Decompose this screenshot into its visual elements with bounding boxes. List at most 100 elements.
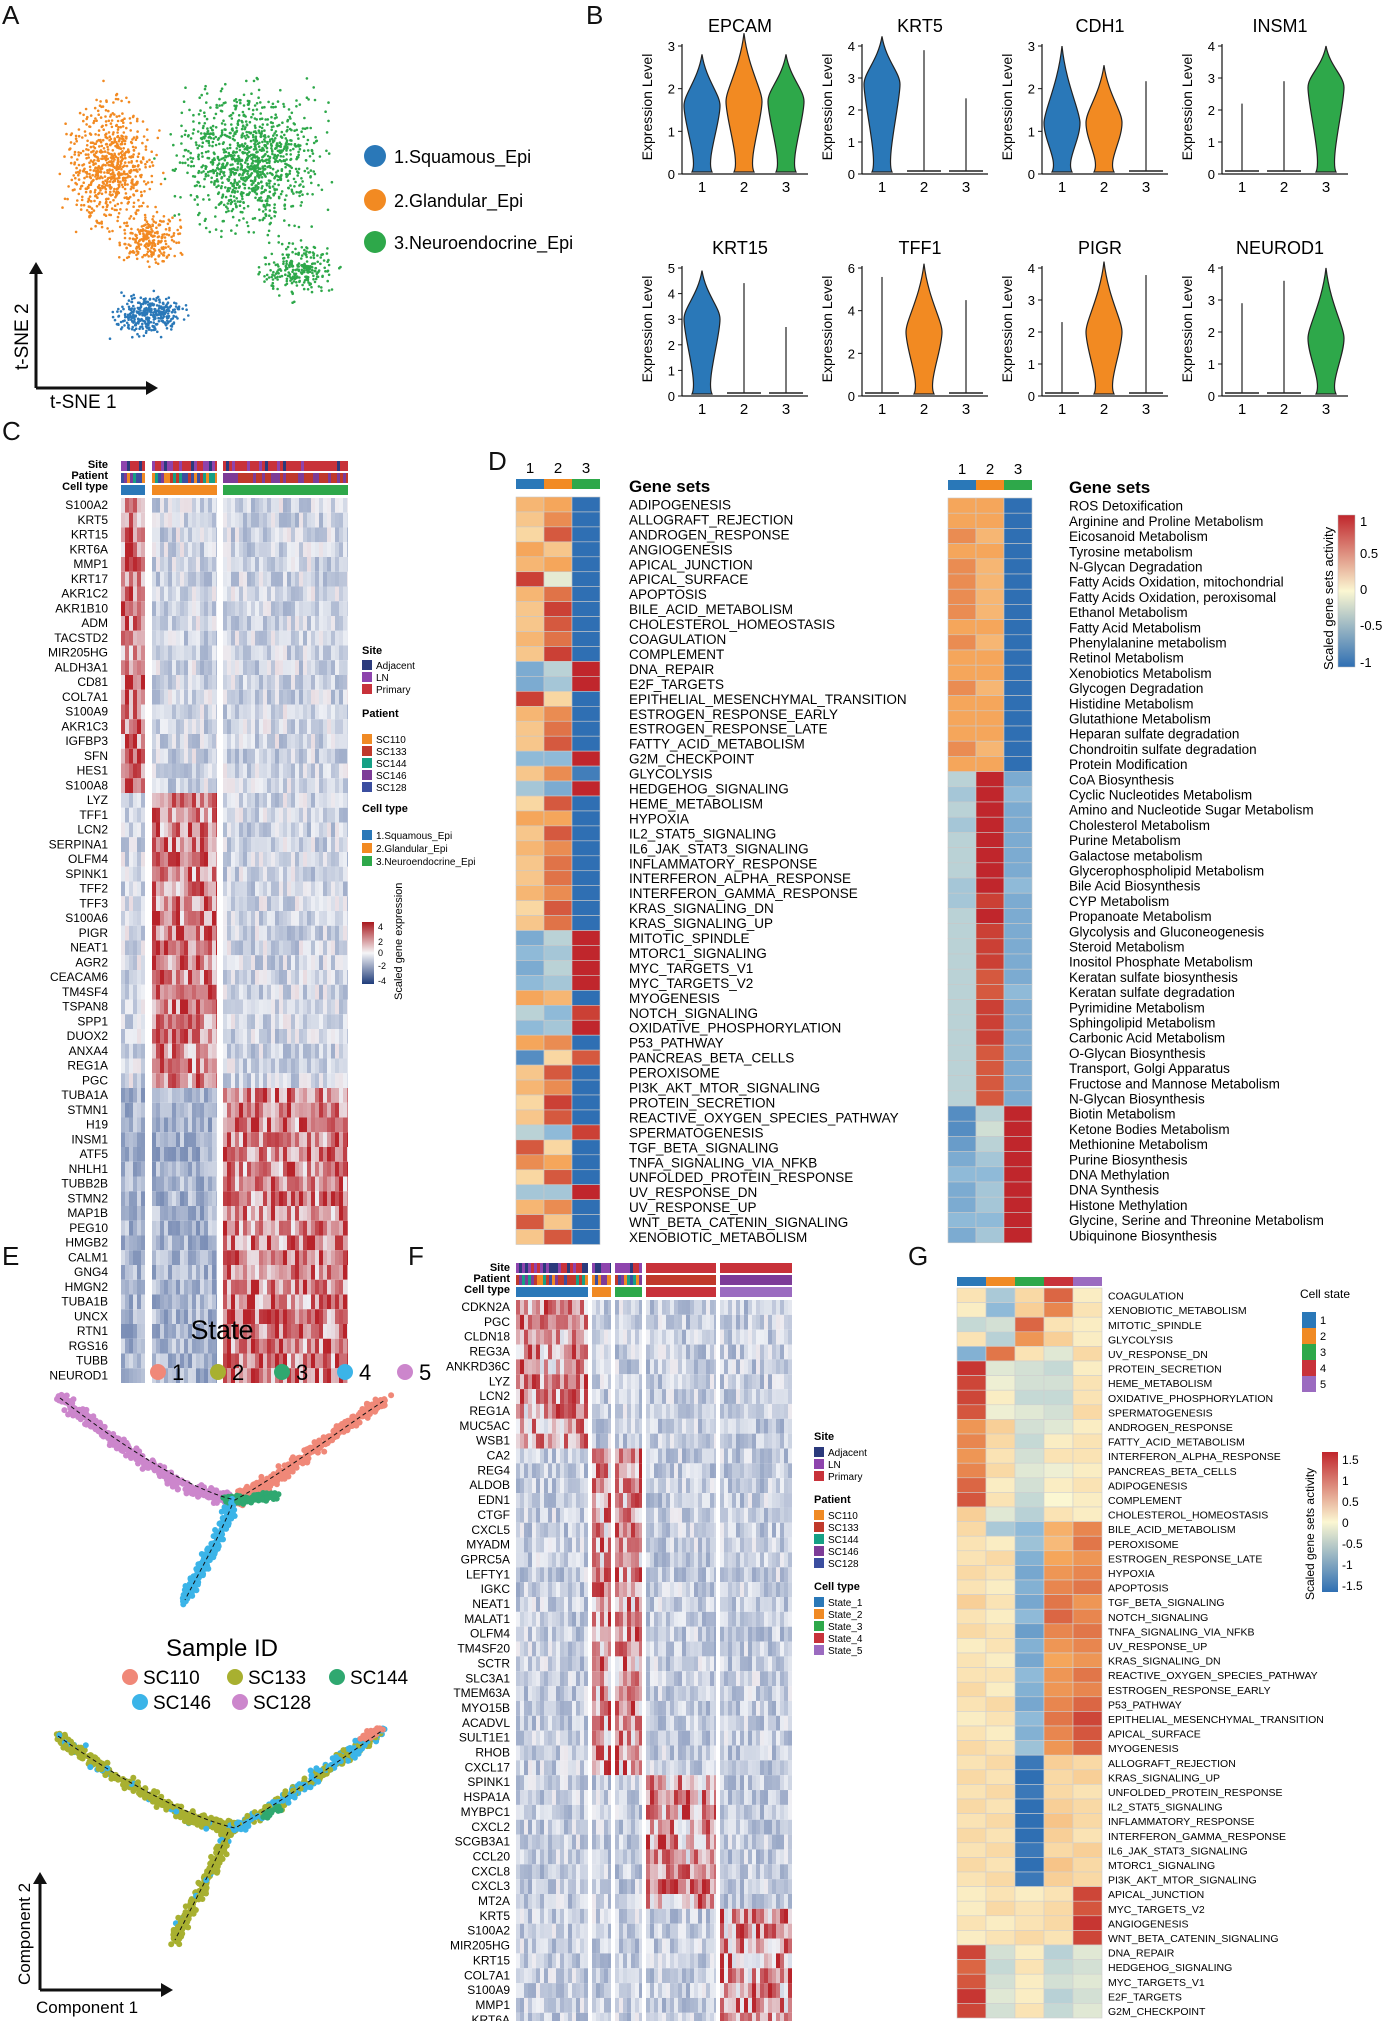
- c-heat-cell: [311, 925, 315, 941]
- tsne-point: [167, 253, 171, 257]
- c-heat-cell: [227, 630, 231, 646]
- c-heat-cell: [335, 542, 339, 557]
- c-heat-cell: [212, 601, 216, 616]
- c-heat-cell: [271, 660, 275, 675]
- c-heat-cell: [133, 807, 137, 823]
- c-heat-cell: [172, 896, 176, 911]
- c-heat-cell: [271, 527, 275, 543]
- tsne-point: [108, 180, 112, 183]
- tsne-point: [106, 148, 110, 151]
- tsne-point: [261, 166, 265, 170]
- tsne-point: [282, 260, 285, 263]
- tsne-point: [145, 316, 148, 320]
- c-heat-cell: [156, 852, 160, 867]
- tsne-point: [136, 250, 140, 254]
- panel-letter-g: G: [908, 1241, 928, 1271]
- c-heat-cell: [343, 911, 347, 926]
- c-heat-cell: [200, 645, 204, 661]
- c-heat-cell: [331, 896, 335, 911]
- tsne-point: [214, 112, 218, 116]
- c-heat-cell: [243, 748, 247, 764]
- tsne-point: [157, 223, 161, 227]
- c-heat-cell: [299, 822, 303, 838]
- c-heat-cell: [192, 896, 196, 911]
- c-heat-cell: [267, 734, 271, 749]
- c-heat-cell: [331, 984, 335, 1000]
- tsne-point: [306, 288, 310, 291]
- c-heat-cell: [279, 645, 283, 661]
- tsne-point: [127, 323, 130, 327]
- c-heat-cell: [180, 557, 184, 572]
- c-heat-cell: [184, 660, 188, 675]
- c-annotation-tracks: [121, 461, 348, 495]
- c-site-track-cell: [200, 461, 203, 471]
- tsne-point: [327, 289, 331, 292]
- c-patient-track-cell: [298, 473, 301, 483]
- c-heat-cell: [223, 940, 227, 956]
- tsne-point: [104, 184, 108, 187]
- tsne-point: [74, 181, 77, 185]
- tsne-point: [252, 135, 255, 139]
- c-heat-cell: [299, 984, 303, 1000]
- c-heat-cell: [192, 778, 196, 793]
- c-heat-cell: [192, 719, 196, 734]
- c-heat-cell: [315, 970, 319, 985]
- c-heat-cell: [227, 837, 231, 852]
- tsne-point: [103, 150, 107, 153]
- tsne-point: [238, 180, 241, 183]
- c-heat-cell: [283, 881, 287, 897]
- tsne-point: [110, 125, 114, 129]
- tsne-point: [67, 185, 70, 188]
- tsne-point: [242, 201, 245, 204]
- tsne-point: [296, 133, 300, 137]
- c-heatmap-cells: [121, 498, 348, 1383]
- c-heat-cell: [303, 970, 307, 985]
- c-heat-cell: [160, 911, 164, 926]
- tsne-point: [158, 312, 161, 315]
- c-heat-cell: [133, 512, 137, 528]
- c-heat-cell: [180, 896, 184, 911]
- c-heat-cell: [299, 571, 303, 587]
- c-heat-cell: [204, 748, 208, 764]
- c-heat-cell: [196, 852, 200, 867]
- tsne-point: [285, 149, 288, 152]
- c-heat-cell: [303, 719, 307, 734]
- c-heat-cell: [283, 630, 287, 646]
- tsne-point: [277, 175, 281, 178]
- c-heat-cell: [200, 675, 204, 690]
- tsne-point: [164, 242, 168, 246]
- c-heat-cell: [164, 542, 168, 557]
- c-site-track-cell: [307, 461, 310, 471]
- c-heat-cell: [196, 763, 200, 779]
- tsne-point: [162, 251, 166, 254]
- c-heat-cell: [343, 719, 347, 734]
- c-heat-cell: [168, 881, 172, 897]
- tsne-point: [164, 246, 167, 249]
- tsne-point: [272, 134, 275, 137]
- tsne-point: [248, 167, 251, 171]
- c-heat-cell: [212, 970, 216, 985]
- c-heat-cell: [216, 689, 217, 705]
- violin-y-tick-label: 1: [1028, 124, 1035, 139]
- c-heat-cell: [223, 616, 227, 631]
- tsne-point: [174, 302, 178, 305]
- tsne-point: [274, 263, 278, 267]
- tsne-point: [141, 255, 144, 259]
- tsne-point: [143, 190, 146, 193]
- tsne-point: [69, 133, 73, 137]
- c-heat-cell: [121, 748, 125, 764]
- c-heat-cell: [176, 970, 180, 985]
- c-heat-cell: [235, 719, 239, 734]
- tsne-point: [140, 173, 143, 177]
- c-heat-cell: [335, 911, 339, 926]
- tsne-point: [126, 302, 129, 306]
- c-heat-cell: [176, 1014, 180, 1029]
- tsne-point: [148, 158, 151, 162]
- c-heat-cell: [216, 999, 217, 1015]
- c-heat-cell: [152, 616, 156, 631]
- c-heat-cell: [271, 557, 275, 572]
- tsne-point: [107, 109, 110, 113]
- c-heat-cell: [168, 498, 172, 513]
- c-heat-cell: [172, 955, 176, 970]
- tsne-point: [298, 147, 302, 151]
